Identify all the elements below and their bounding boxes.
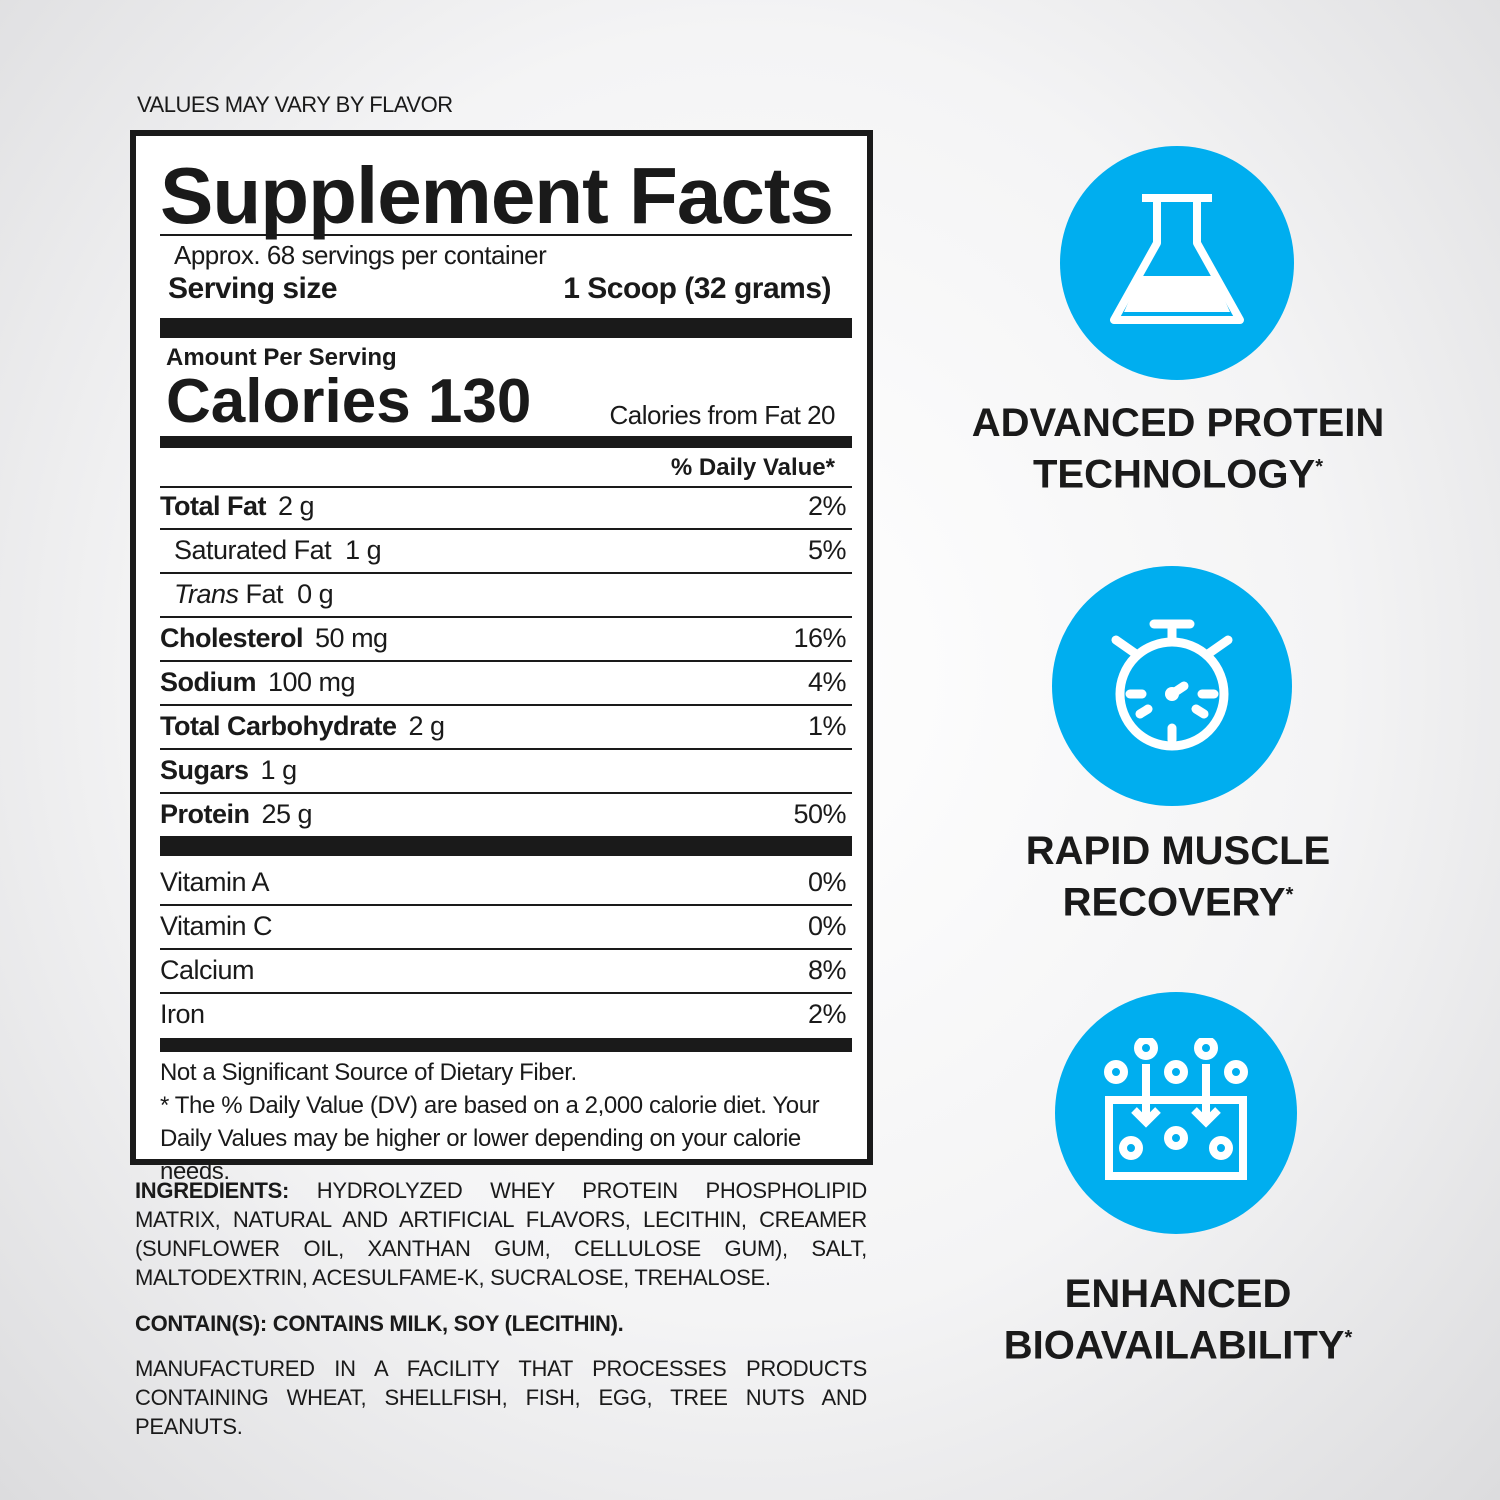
nutrient-row: Cholesterol 50 mg 16%: [160, 622, 846, 653]
divider: [160, 486, 852, 488]
serving-size-label: Serving size: [168, 272, 338, 305]
nutrient-row: Trans Fat 0 g: [174, 578, 334, 609]
thick-divider: [160, 1038, 852, 1052]
serving-size-value: 1 Scoop (32 grams): [563, 272, 831, 305]
divider: [160, 572, 852, 574]
thick-divider: [160, 836, 852, 856]
label-title: Supplement Facts: [160, 151, 834, 240]
feature-circle: [1055, 992, 1297, 1234]
divider: [160, 792, 852, 794]
daily-value-header: % Daily Value*: [670, 454, 835, 481]
thick-divider: [160, 436, 852, 448]
divider: [160, 234, 852, 236]
nutrient-row: Protein 25 g 50%: [160, 798, 846, 829]
nutrient-row: Saturated Fat 1 g 5%: [174, 534, 847, 565]
divider: [160, 992, 852, 994]
feature-title: ADVANCED PROTEIN TECHNOLOGY*: [971, 401, 1385, 497]
flavor-note: VALUES MAY VARY BY FLAVOR: [137, 92, 453, 117]
divider: [160, 528, 852, 530]
nutrient-row: Sugars 1 g: [160, 754, 297, 785]
amount-per-serving: Amount Per Serving: [166, 344, 397, 371]
divider: [160, 704, 852, 706]
flask-icon: [1110, 194, 1244, 324]
facility-statement: MANUFACTURED IN A FACILITY THAT PROCESSE…: [135, 1356, 867, 1439]
feature-circle: [1060, 146, 1294, 380]
divider: [160, 948, 852, 950]
label-footnotes: Not a Significant Source of Dietary Fibe…: [160, 1056, 850, 1188]
calories-from-fat: Calories from Fat 20: [609, 400, 835, 430]
vitamin-row: Calcium 8%: [160, 954, 847, 985]
ingredients-label: INGREDIENTS:: [135, 1178, 290, 1203]
nutrient-row: Total Carbohydrate 2 g 1%: [160, 710, 847, 741]
daily-value-footnote: * The % Daily Value (DV) are based on a …: [160, 1092, 820, 1185]
feature-circle: [1052, 566, 1292, 806]
vitamin-row: Vitamin A 0%: [160, 866, 847, 897]
divider: [160, 748, 852, 750]
calories-label: Calories: [166, 367, 411, 436]
calories-value: 130: [427, 367, 532, 436]
allergen-statement: CONTAIN(S): CONTAINS MILK, SOY (LECITHIN…: [135, 1311, 624, 1336]
stopwatch-icon: [1111, 619, 1233, 751]
servings-per-container: Approx. 68 servings per container: [174, 240, 547, 270]
feature-title: ENHANCED BIOAVAILABILITY*: [1003, 1272, 1353, 1368]
thick-divider: [160, 318, 852, 338]
nutrient-row: Sodium 100 mg 4%: [160, 666, 847, 697]
absorption-icon: [1104, 1038, 1248, 1180]
nutrient-row: Total Fat 2 g 2%: [160, 490, 847, 521]
fiber-note: Not a Significant Source of Dietary Fibe…: [160, 1059, 577, 1086]
calories: Calories 130: [166, 366, 531, 437]
divider: [160, 660, 852, 662]
supplement-facts-label: Supplement Facts Approx. 68 servings per…: [130, 130, 873, 1185]
feature-title: RAPID MUSCLE RECOVERY*: [1025, 829, 1331, 925]
divider: [160, 904, 852, 906]
ingredients: INGREDIENTS: HYDROLYZED WHEY PROTEIN PHO…: [135, 1176, 867, 1292]
divider: [160, 616, 852, 618]
vitamin-row: Iron 2%: [160, 998, 847, 1029]
ingredients-text: HYDROLYZED WHEY PROTEIN PHOSPHOLIPID MAT…: [135, 1178, 867, 1290]
vitamin-row: Vitamin C 0%: [160, 910, 847, 941]
